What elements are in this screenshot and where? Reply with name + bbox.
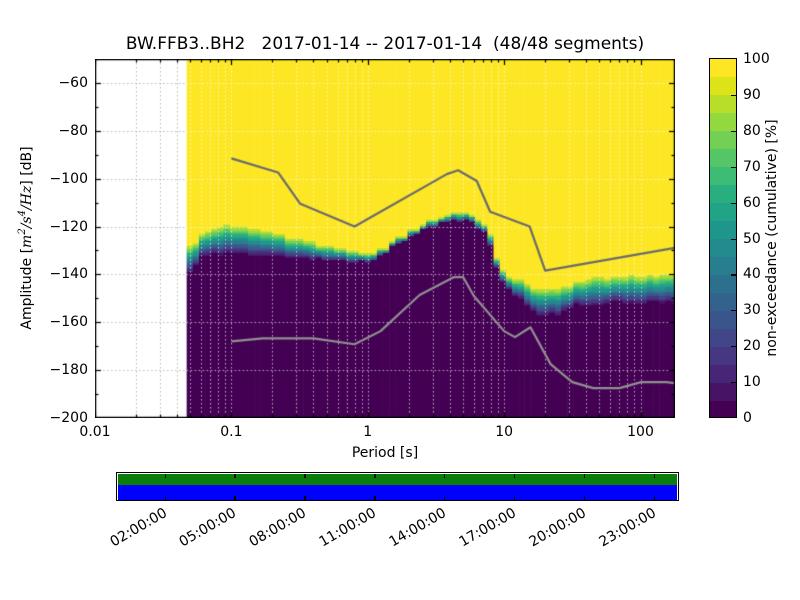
colorbar-tick	[731, 166, 736, 168]
colorbar-tick-label: 100	[743, 51, 770, 67]
colorbar-tick-label: 60	[743, 194, 761, 211]
coverage-tick	[164, 474, 166, 478]
colorbar-step	[710, 364, 736, 383]
colorbar-step	[710, 112, 736, 132]
x-tick-label: 0.1	[220, 424, 243, 440]
colorbar-step	[710, 346, 736, 365]
y-tick-label: −120	[49, 218, 88, 235]
colorbar-step	[710, 148, 736, 168]
colorbar-step	[710, 292, 736, 311]
colorbar-tick-label: 20	[743, 338, 761, 355]
y-tick-label: −60	[58, 74, 88, 91]
coverage-tick	[583, 474, 586, 478]
colorbar-step	[710, 220, 736, 239]
y-tick-label: −160	[49, 314, 88, 331]
colorbar-tick-label: 10	[743, 374, 761, 391]
colorbar-step	[710, 256, 736, 275]
x-axis-label: Period [s]	[351, 445, 419, 461]
colorbar-tick-label: 70	[743, 158, 761, 175]
coverage-tick	[164, 496, 166, 500]
y-tick-label: −100	[49, 170, 88, 187]
coverage-tick	[653, 496, 655, 500]
coverage-tick	[374, 496, 376, 500]
time-tick-label: 02:00:00	[107, 505, 170, 551]
colorbar-tick-label: 90	[743, 86, 761, 103]
coverage-tick	[583, 496, 586, 500]
colorbar-label: non-exceedance (cumulative) [%]	[764, 119, 780, 357]
coverage-tick	[304, 496, 306, 500]
colorbar-step	[710, 184, 736, 204]
colorbar-tick-label: 80	[743, 122, 761, 139]
colorbar-step	[710, 59, 736, 78]
y-tick-label: −200	[49, 410, 88, 426]
ppsd-heatmap-canvas	[95, 59, 675, 418]
coverage-tick	[513, 496, 516, 500]
y-tick-label: −80	[58, 122, 88, 139]
colorbar-step	[710, 274, 736, 293]
coverage-tick	[513, 474, 516, 478]
colorbar-tick	[731, 202, 736, 204]
colorbar-step	[710, 400, 736, 419]
coverage-segments-band	[118, 474, 677, 485]
colorbar-step	[710, 310, 736, 329]
colorbar-step	[710, 94, 736, 114]
time-tick-label: 23:00:00	[596, 505, 659, 551]
colorbar-tick	[731, 382, 736, 384]
time-tick-label: 14:00:00	[386, 505, 450, 551]
time-tick-label: 11:00:00	[316, 505, 380, 551]
time-tick-label: 17:00:00	[456, 505, 519, 551]
coverage-tick	[374, 474, 376, 478]
colorbar-tick	[731, 130, 736, 132]
coverage-tick	[653, 474, 655, 478]
coverage-tick	[304, 474, 306, 478]
colorbar-tick	[731, 94, 736, 97]
x-tick-label: 100	[627, 424, 654, 440]
coverage-tick	[444, 474, 446, 478]
colorbar-tick-label: 50	[743, 230, 761, 247]
time-tick-label: 20:00:00	[526, 505, 589, 551]
plot-title: BW.FFB3..BH2 2017-01-14 -- 2017-01-14 (4…	[125, 34, 645, 54]
colorbar-tick	[731, 274, 736, 276]
x-tick-label: 0.01	[79, 424, 111, 440]
x-tick-label: 1	[363, 424, 373, 440]
coverage-tick	[444, 496, 446, 500]
colorbar-step	[710, 76, 736, 96]
colorbar-step	[710, 238, 736, 257]
colorbar-tick-label: 30	[743, 302, 761, 319]
colorbar-step	[710, 328, 736, 347]
y-tick-label: −180	[49, 362, 88, 379]
time-tick-label: 08:00:00	[246, 505, 310, 551]
y-tick-label: −140	[49, 266, 88, 283]
colorbar-step	[710, 202, 736, 222]
colorbar-tick-label: 0	[743, 410, 752, 426]
coverage-data-band	[118, 485, 677, 500]
y-axis-label: Amplitude [m2/s4/Hz] [dB]	[17, 146, 35, 330]
colorbar-step	[710, 130, 736, 150]
y-axis-label-text: Amplitude [	[18, 247, 35, 330]
colorbar-tick	[731, 346, 736, 348]
colorbar-tick	[731, 238, 736, 240]
coverage-tick	[234, 474, 236, 478]
x-tick-label: 10	[495, 424, 514, 440]
colorbar-tick-label: 40	[743, 266, 761, 283]
colorbar-border	[709, 58, 737, 418]
time-tick-label: 05:00:00	[176, 505, 240, 551]
colorbar-step	[710, 382, 736, 401]
colorbar-step	[710, 166, 736, 186]
coverage-tick	[234, 496, 236, 500]
colorbar-tick	[731, 310, 736, 312]
